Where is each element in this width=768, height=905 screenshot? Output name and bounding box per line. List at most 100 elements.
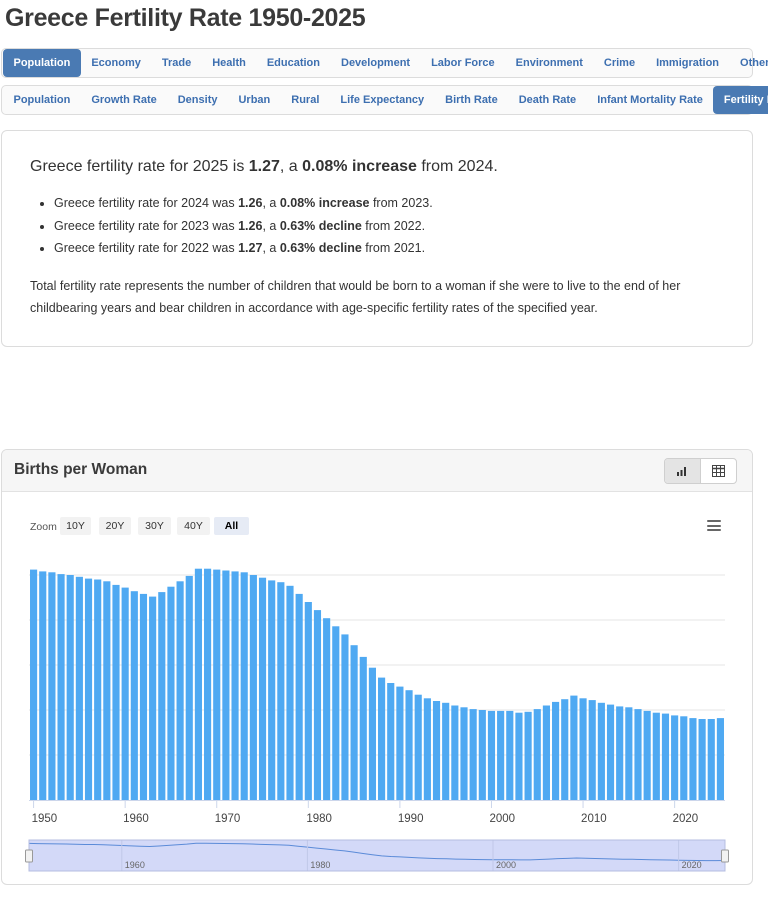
table-icon[interactable] [701,459,737,483]
bar-1956 [84,578,93,800]
bullet-suffix: from 2022. [361,218,426,233]
bullet-mid: , a [262,241,280,255]
main-tab-development[interactable]: Development [341,57,411,69]
bar-1996 [451,705,459,800]
bullet-change: 0.63% decline [279,218,362,233]
bar-2018 [652,712,660,800]
bullet-value: 1.27 [238,241,263,255]
main-tab-health[interactable]: Health [212,57,246,69]
main-tab-other[interactable]: Other [740,57,768,69]
sub-tab-population[interactable]: Population [13,94,71,106]
navigator-right-handle[interactable] [721,849,729,863]
x-tick-label: 1990 [398,813,424,825]
hamburger-menu-icon[interactable] [707,520,721,531]
sub-tab-rural[interactable]: Rural [291,94,320,106]
main-tab-immigration[interactable]: Immigration [656,57,720,69]
bar-1983 [332,626,340,800]
sub-tab-birth-rate[interactable]: Birth Rate [445,94,498,106]
bar-1959 [112,584,120,800]
bar-1977 [277,582,285,800]
sub-tab-fertility-rate[interactable]: Fertility Rate [713,86,768,114]
x-tick-label: 2000 [489,813,515,825]
summary-bullet: Greece fertility rate for 2022 was 1.27,… [54,240,433,263]
zoom-label: Zoom [30,521,57,533]
headline-mid: , a [279,158,303,175]
bar-2015 [625,707,633,800]
bar-1969 [204,568,212,800]
main-category-tabs: Population Economy Trade Health Education Dev… [1,48,768,78]
x-tick-label: 1950 [32,813,58,825]
bar-1997 [460,707,468,800]
sub-tab-urban[interactable]: Urban [238,94,271,106]
bullet-prefix: Greece fertility rate for 2024 was [54,196,239,210]
bar-2005 [533,709,541,800]
zoom-10y-button[interactable]: 10Y [60,517,91,535]
sub-tab-density[interactable]: Density [177,94,218,106]
bar-1951 [39,571,47,800]
bar-2011 [588,700,596,800]
bar-1962 [139,593,148,800]
main-tab-education[interactable]: Education [266,57,320,69]
navigator-tick-label: 1960 [125,860,145,870]
bar-1963 [149,596,157,800]
sub-tab-life-expectancy[interactable]: Life Expectancy [340,94,425,106]
navigator-left-handle[interactable] [25,849,33,863]
x-tick-label: 2010 [581,813,607,825]
bar-2001 [497,710,505,800]
chart-header: Births per Woman [2,450,752,492]
bar-2008 [561,699,569,800]
bar-1987 [368,667,376,800]
bar-2025 [716,718,724,800]
zoom-40y-button[interactable]: 40Y [177,517,210,535]
bar-1995 [442,702,450,800]
bar-2013 [606,704,615,800]
bar-1978 [286,585,294,800]
bar-1974 [249,575,257,800]
bar-1982 [323,618,331,800]
summary-card: Greece fertility rate for 2025 is 1.27, … [1,130,753,347]
bar-1953 [57,574,65,800]
sub-tab-growth-rate[interactable]: Growth Rate [91,94,157,106]
bar-1955 [75,576,83,800]
bullet-change: 0.08% increase [279,196,370,210]
headline-change: 0.08% increase [302,158,417,175]
bullet-mid: , a [262,218,280,233]
main-tab-crime[interactable]: Crime [603,57,636,69]
bullet-mid: , a [262,196,280,210]
zoom-all-button[interactable]: All [214,517,249,535]
chart-title: Births per Woman [14,461,148,478]
bar-1993 [423,698,431,800]
bar-2003 [515,712,523,800]
sub-tab-infant-mortality-rate[interactable]: Infant Mortality Rate [597,94,703,106]
bar-1967 [185,575,193,800]
headline-value: 1.27 [248,158,280,175]
main-tab-population[interactable]: Population [3,49,81,77]
bar-2012 [597,702,605,800]
summary-bullets: Greece fertility rate for 2024 was 1.26,… [54,195,433,263]
main-tab-trade[interactable]: Trade [161,57,192,69]
bullet-prefix: Greece fertility rate for 2022 was [54,241,239,255]
headline-prefix: Greece fertility rate for 2025 is [30,158,249,175]
bullet-value: 1.26 [238,218,263,233]
main-tab-economy[interactable]: Economy [91,57,141,69]
bar-1971 [222,570,230,800]
bar-1964 [158,592,166,800]
zoom-20y-button[interactable]: 20Y [99,517,131,535]
main-tab-labor-force[interactable]: Labor Force [431,57,495,69]
bar-1992 [414,694,422,800]
sub-tab-death-rate[interactable]: Death Rate [518,94,577,106]
zoom-30y-button[interactable]: 30Y [138,517,171,535]
bar-1950 [30,569,38,800]
bar-chart-icon[interactable] [665,459,701,483]
x-tick-label: 1970 [215,813,241,825]
navigator-tick-label: 1980 [310,860,330,870]
summary-bullet: Greece fertility rate for 2024 was 1.26,… [54,195,433,218]
bar-2014 [616,706,624,800]
headline-suffix: from 2024. [416,158,498,175]
bullet-suffix: from 2023. [369,196,433,210]
view-toggle [664,458,737,484]
bar-1980 [304,602,312,800]
bullet-change: 0.63% decline [279,241,362,255]
main-tab-environment[interactable]: Environment [515,57,583,69]
